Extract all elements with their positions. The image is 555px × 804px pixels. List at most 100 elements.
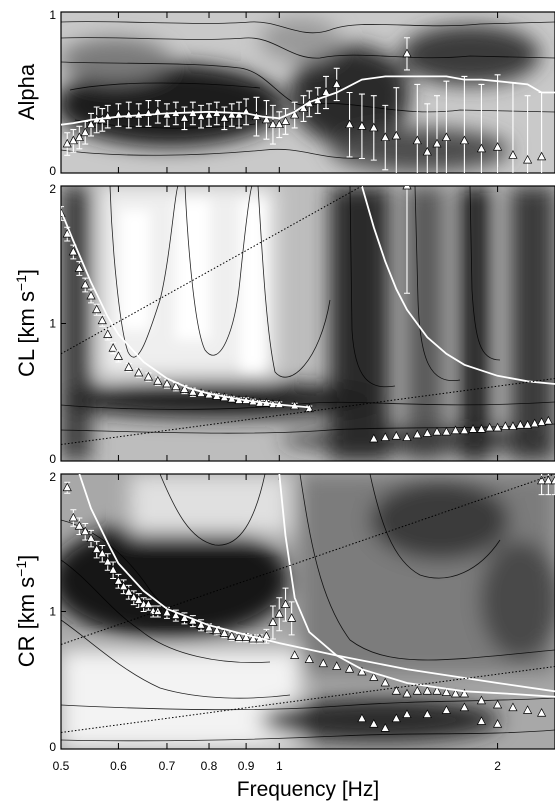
data-point-triangle	[369, 122, 379, 132]
data-point-triangle	[204, 622, 214, 632]
data-point-triangle	[402, 48, 412, 58]
data-point-triangle	[86, 119, 96, 129]
alpha-axes: 01	[49, 8, 499, 178]
data-point-triangle	[188, 387, 198, 396]
data-point-triangle	[196, 111, 206, 121]
data-point-triangle	[476, 695, 487, 705]
data-point-triangle	[537, 151, 547, 161]
data-point-triangle	[391, 431, 401, 440]
x-tick-label: 0.7	[159, 759, 176, 773]
data-point-triangle	[234, 109, 244, 119]
data-point-triangle	[500, 421, 510, 430]
data-point-triangle	[179, 613, 190, 622]
data-point-triangle	[402, 688, 412, 698]
x-axis-label: Frequency [Hz]	[237, 778, 379, 801]
data-point-triangle	[196, 620, 206, 629]
data-point-triangle	[476, 424, 487, 433]
data-point-triangle	[441, 426, 451, 436]
cl-heatmap-background	[61, 186, 555, 461]
data-point-triangle	[68, 512, 78, 522]
data-point-triangle	[179, 384, 190, 393]
error-bar	[403, 186, 410, 294]
data-point-triangle	[86, 290, 96, 300]
data-point-triangle	[219, 628, 229, 637]
data-point-triangle	[537, 475, 547, 485]
data-point-triangle	[380, 432, 390, 441]
dispersion-curve-line	[361, 186, 555, 385]
data-point-triangle	[543, 475, 553, 485]
data-point-triangle	[391, 686, 401, 695]
dispersion-curve-line	[61, 75, 555, 126]
data-point-triangle	[134, 595, 144, 604]
x-tick-label: 0.9	[238, 759, 255, 773]
data-point-triangle	[103, 329, 113, 338]
y-tick-label: 0	[49, 164, 56, 178]
data-point-triangle	[68, 246, 78, 256]
data-point-triangle	[124, 362, 134, 371]
data-point-triangle	[422, 146, 432, 156]
data-point-triangle	[344, 119, 355, 129]
data-point-triangle	[441, 705, 451, 714]
x-tick-label: 0.6	[110, 759, 127, 773]
alpha-y-axis-label: Alpha	[14, 63, 39, 120]
data-point-triangle	[171, 381, 181, 391]
data-point-triangle	[274, 119, 284, 129]
data-point-triangle	[212, 625, 222, 635]
data-point-triangle	[515, 420, 525, 429]
data-point-triangle	[523, 420, 533, 429]
data-point-triangle	[74, 263, 84, 272]
data-point-triangle	[380, 723, 390, 732]
data-point-triangle	[432, 686, 442, 695]
data-point-triangle	[412, 429, 422, 439]
data-point-triangle	[74, 521, 84, 530]
dispersion-curve-line	[61, 210, 310, 409]
data-point-triangle	[74, 132, 84, 141]
data-point-triangle	[261, 114, 272, 124]
data-point-triangle	[304, 654, 314, 663]
data-point-triangle	[492, 719, 503, 728]
data-point-triangle	[113, 576, 124, 585]
y-tick-label: 2	[49, 470, 56, 484]
data-point-triangle	[287, 613, 297, 622]
data-point-triangle	[129, 592, 139, 602]
cr-heatmap-background	[61, 474, 555, 749]
data-point-triangle	[543, 415, 553, 425]
alpha-panel: 01 Alpha	[14, 8, 555, 178]
data-point-triangle	[369, 672, 379, 681]
data-point-triangle	[227, 631, 237, 640]
data-point-triangle	[108, 565, 118, 574]
data-point-triangle	[92, 544, 102, 553]
data-point-triangle	[537, 708, 547, 717]
data-point-triangle	[113, 351, 124, 360]
data-point-triangle	[134, 367, 144, 377]
data-point-triangle	[432, 138, 442, 148]
data-point-triangle	[422, 686, 432, 695]
reference-dotted-line	[61, 378, 555, 445]
reference-dotted-line	[61, 474, 555, 645]
data-point-triangle	[241, 632, 251, 641]
data-point-triangle	[103, 556, 113, 566]
data-point-triangle	[380, 132, 390, 141]
data-point-triangle	[108, 343, 118, 352]
data-point-triangle	[332, 79, 342, 88]
data-point-triangle	[391, 130, 401, 140]
data-point-triangle	[204, 109, 214, 119]
data-point-triangle	[143, 371, 154, 381]
data-point-triangle	[234, 632, 244, 641]
data-point-triangle	[412, 686, 422, 695]
data-point-triangle	[459, 688, 469, 698]
cr-panel: 0 1 2 CR [km s−1]	[13, 470, 555, 754]
cl-series	[61, 186, 555, 445]
data-point-triangle	[523, 705, 533, 714]
cr-axes: 0 1 2	[49, 470, 499, 754]
data-point-triangle	[492, 699, 503, 709]
data-point-triangle	[468, 424, 478, 433]
data-point-triangle	[280, 116, 291, 125]
data-point-triangle	[344, 664, 355, 673]
data-point-triangle	[441, 132, 451, 141]
cr-y-axis-label: CR [km s−1]	[13, 555, 39, 668]
data-point-triangle	[62, 482, 72, 492]
data-point-triangle	[268, 119, 278, 129]
alpha-series	[61, 37, 555, 173]
